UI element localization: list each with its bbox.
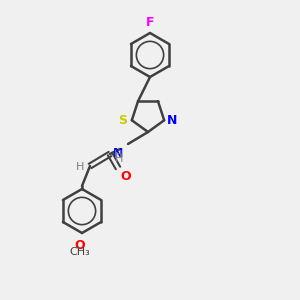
Text: H: H bbox=[114, 150, 122, 160]
Text: N: N bbox=[167, 114, 178, 127]
Text: S: S bbox=[118, 114, 127, 127]
Text: F: F bbox=[146, 16, 154, 29]
Text: O: O bbox=[120, 170, 130, 183]
Text: N: N bbox=[112, 147, 123, 160]
Text: O: O bbox=[75, 239, 85, 252]
Text: CH₃: CH₃ bbox=[70, 247, 90, 257]
Text: H: H bbox=[76, 162, 84, 172]
Text: H: H bbox=[115, 154, 123, 164]
